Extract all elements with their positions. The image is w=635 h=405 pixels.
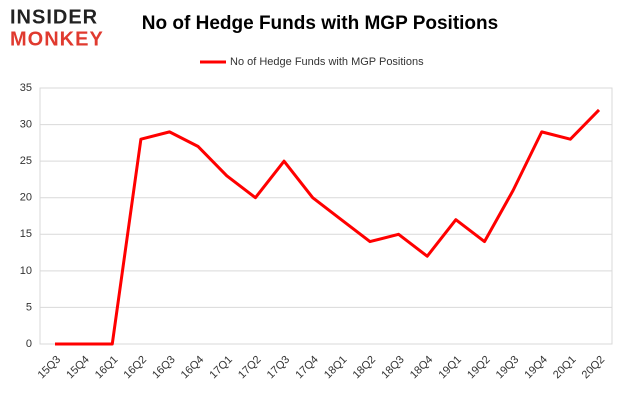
line bbox=[55, 108, 601, 346]
x-tick-label: 20Q1 bbox=[551, 354, 579, 382]
x-tick-label: 16Q4 bbox=[179, 354, 207, 382]
y-tick-label: 20 bbox=[20, 192, 32, 204]
x-tick-label: 19Q2 bbox=[465, 354, 493, 382]
plot-frame bbox=[39, 87, 613, 345]
chart-title: No of Hedge Funds with MGP Positions bbox=[142, 13, 498, 34]
x-tick-label: 18Q4 bbox=[408, 354, 436, 382]
x-tick-label: 19Q3 bbox=[494, 354, 522, 382]
y-tick-label: 5 bbox=[26, 301, 32, 313]
x-tick-label: 18Q1 bbox=[322, 354, 350, 382]
y-tick-label: 35 bbox=[20, 82, 32, 94]
logo-top: INSIDER bbox=[10, 6, 98, 28]
x-tick-label: 15Q4 bbox=[64, 354, 92, 382]
y-tick-label: 15 bbox=[20, 228, 32, 240]
x-tick-label: 17Q3 bbox=[265, 354, 293, 382]
legend-label: No of Hedge Funds with MGP Positions bbox=[230, 56, 424, 68]
x-tick-label: 17Q1 bbox=[207, 354, 235, 382]
x-tick-label: 16Q2 bbox=[122, 354, 150, 382]
x-tick-label: 17Q4 bbox=[293, 354, 321, 382]
x-tick-label: 16Q1 bbox=[93, 354, 121, 382]
x-tick-label: 19Q4 bbox=[522, 354, 550, 382]
x-tick-label: 16Q3 bbox=[150, 354, 178, 382]
x-tick-label: 15Q3 bbox=[36, 354, 64, 382]
logo-bottom: MONKEY bbox=[10, 28, 104, 50]
y-tick-label: 0 bbox=[26, 338, 32, 350]
y-tick-label: 25 bbox=[20, 155, 32, 167]
y-tick-label: 30 bbox=[20, 118, 32, 130]
x-tick-label: 17Q2 bbox=[236, 354, 264, 382]
y-tick-label: 10 bbox=[20, 265, 32, 277]
x-tick-label: 18Q2 bbox=[351, 354, 379, 382]
x-tick-label: 20Q2 bbox=[580, 354, 608, 382]
x-tick-label: 18Q3 bbox=[379, 354, 407, 382]
x-tick-label: 19Q1 bbox=[436, 354, 464, 382]
